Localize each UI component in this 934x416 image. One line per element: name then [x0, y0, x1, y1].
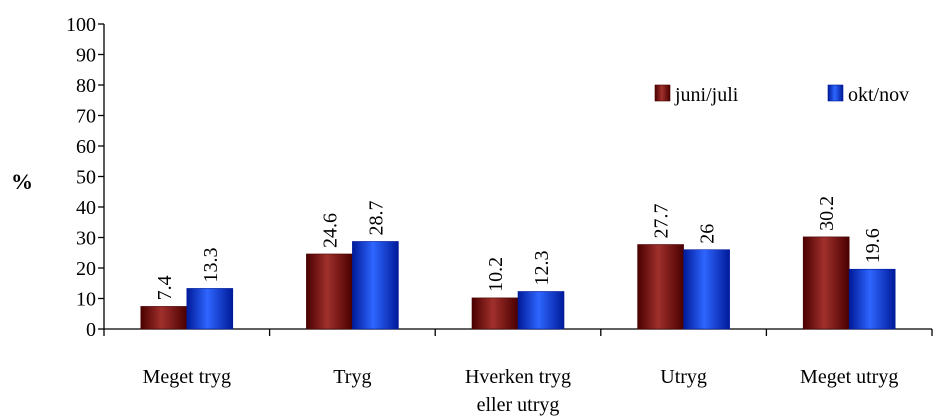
bar-juni-juli-3 [637, 244, 684, 330]
legend: juni/juli okt/nov [654, 84, 909, 106]
bar-okt-nov-4 [848, 268, 896, 330]
bar-juni-juli-4 [802, 236, 850, 330]
data-label: 7.4 [154, 275, 176, 300]
bars [140, 236, 896, 330]
x-axis: Meget tryg Tryg Hverken tryg eller utryg Utr… [103, 328, 933, 416]
y-tick-label: 80 [76, 75, 96, 97]
x-category-label-line: Tryg [333, 366, 371, 388]
y-tick-label: 100 [66, 14, 96, 36]
data-label: 27.7 [651, 204, 673, 239]
data-label: 12.3 [531, 250, 553, 285]
bar-okt-nov-1 [352, 241, 399, 330]
x-category-label: Hverken tryg eller utryg [465, 366, 571, 416]
y-tick-label: 0 [86, 319, 96, 341]
y-tick-label: 70 [76, 106, 96, 128]
y-tick-label: 30 [76, 228, 96, 250]
y-axis-label: % [11, 169, 33, 194]
bar-juni-juli-1 [306, 253, 353, 330]
y-tick-label: 50 [76, 167, 96, 189]
x-category-label-line: Utryg [660, 366, 707, 388]
legend-swatch-juni-juli [654, 84, 671, 102]
bar-okt-nov-3 [683, 249, 730, 330]
x-category-label-line: Meget utryg [800, 366, 898, 388]
x-category-label: Meget utryg [800, 366, 898, 388]
x-category-label-line: Meget tryg [143, 366, 231, 388]
legend-label: juni/juli [674, 84, 739, 106]
data-label: 26 [697, 224, 719, 244]
x-category-label-line: eller utryg [477, 394, 560, 416]
data-label: 30.2 [816, 196, 838, 231]
data-label: 28.7 [365, 200, 387, 235]
x-category-label: Meget tryg [143, 366, 231, 388]
bar-okt-nov-2 [517, 291, 565, 330]
x-category-label-line: Hverken tryg [465, 366, 571, 388]
y-axis: 0 10 20 30 40 50 60 70 80 90 100 [66, 14, 105, 341]
x-category-label: Tryg [333, 366, 371, 388]
y-tick-label: 20 [76, 258, 96, 280]
y-tick-label: 10 [76, 289, 96, 311]
legend-swatch-okt-nov [827, 84, 844, 102]
y-tick-label: 40 [76, 197, 96, 219]
data-label: 10.2 [485, 257, 507, 292]
y-tick-label: 90 [76, 45, 96, 67]
bar-juni-juli-0 [140, 306, 188, 330]
data-label: 13.3 [200, 247, 222, 282]
data-label: 24.6 [319, 213, 341, 248]
y-tick-label: 60 [76, 136, 96, 158]
data-labels: 7.4 13.3 24.6 28.7 10.2 12.3 27.7 26 30.2 19.6 [154, 196, 884, 301]
x-category-label: Utryg [660, 366, 707, 388]
data-label: 19.6 [862, 228, 884, 263]
bar-okt-nov-0 [186, 288, 234, 330]
bar-juni-juli-2 [471, 297, 519, 330]
legend-label: okt/nov [848, 84, 909, 106]
